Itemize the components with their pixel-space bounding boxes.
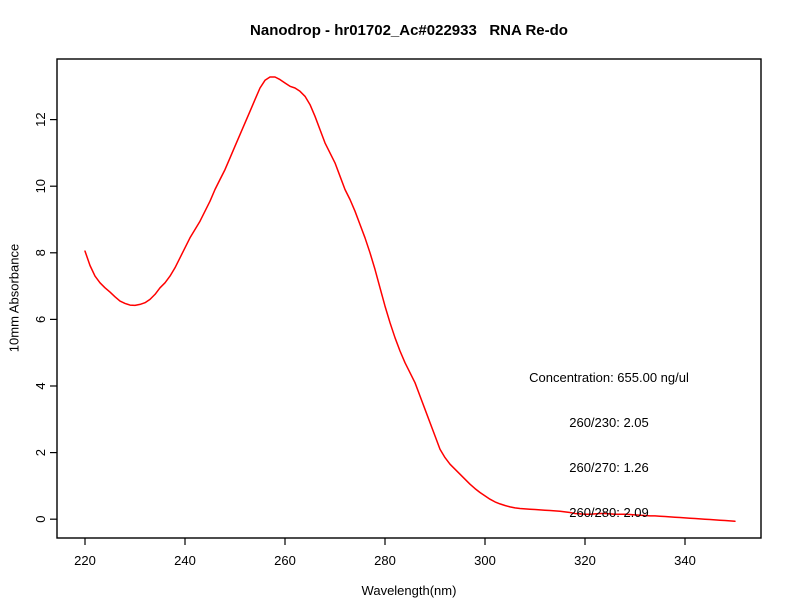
y-tick-label: 2 <box>33 449 48 456</box>
x-tick-label: 320 <box>574 553 596 568</box>
y-tick-label: 8 <box>33 249 48 256</box>
y-tick-label: 0 <box>33 516 48 523</box>
ratio-260-280: 260/280: 2.09 <box>569 505 649 520</box>
x-tick-label: 300 <box>474 553 496 568</box>
y-tick-label: 4 <box>33 382 48 389</box>
y-tick-label: 10 <box>33 179 48 193</box>
y-tick-label: 12 <box>33 112 48 126</box>
x-tick-label: 260 <box>274 553 296 568</box>
x-tick-label: 340 <box>674 553 696 568</box>
concentration-text: Concentration: 655.00 ng/ul <box>529 370 689 385</box>
absorbance-curve <box>84 76 736 522</box>
x-tick-label: 280 <box>374 553 396 568</box>
x-axis-label: Wavelength(nm) <box>361 583 457 598</box>
y-tick-label: 6 <box>33 316 48 323</box>
plot-box <box>56 58 762 539</box>
x-tick-label: 220 <box>74 553 96 568</box>
ratio-260-230: 260/230: 2.05 <box>569 415 649 430</box>
x-tick-label: 240 <box>174 553 196 568</box>
ratio-260-270: 260/270: 1.26 <box>569 460 649 475</box>
measurement-annotation: Concentration: 655.00 ng/ul 260/230: 2.0… <box>509 340 709 550</box>
chart-title: Nanodrop - hr01702_Ac#022933 RNA Re-do <box>250 22 568 39</box>
